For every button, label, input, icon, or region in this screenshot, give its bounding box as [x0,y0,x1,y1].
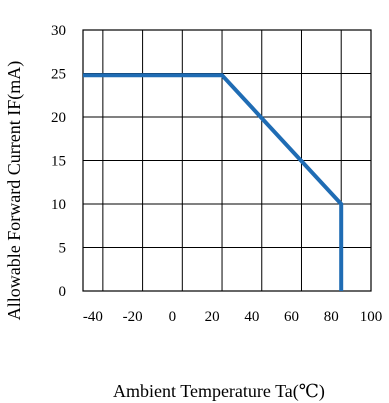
y-axis-title: Allowable Forward Current IF(mA) [4,61,25,320]
x-tick-label: -40 [83,309,103,325]
y-tick-label: 15 [51,154,66,170]
y-tick-label: 30 [51,23,66,39]
x-tick-label: -20 [123,309,143,325]
y-tick-labels: 0 5 10 15 20 25 30 [51,23,66,300]
series-line-0 [83,73,344,291]
x-tick-label: 80 [324,309,339,325]
y-tick-label: 5 [59,241,67,257]
x-tick-label: 100 [360,309,383,325]
x-tick-label: 20 [205,309,220,325]
y-tick-label: 25 [51,67,66,83]
x-tick-label: 40 [244,309,259,325]
x-tick-label: 60 [284,309,299,325]
y-tick-label: 10 [51,197,66,213]
y-tick-label: 20 [51,110,66,126]
y-tick-label: 0 [59,284,67,300]
x-tick-labels: -40 -20 0 20 40 60 80 100 [83,309,382,325]
x-tick-label: 0 [169,309,177,325]
x-axis-title: Ambient Temperature Ta(℃) [113,381,325,402]
series-layer [83,73,344,291]
